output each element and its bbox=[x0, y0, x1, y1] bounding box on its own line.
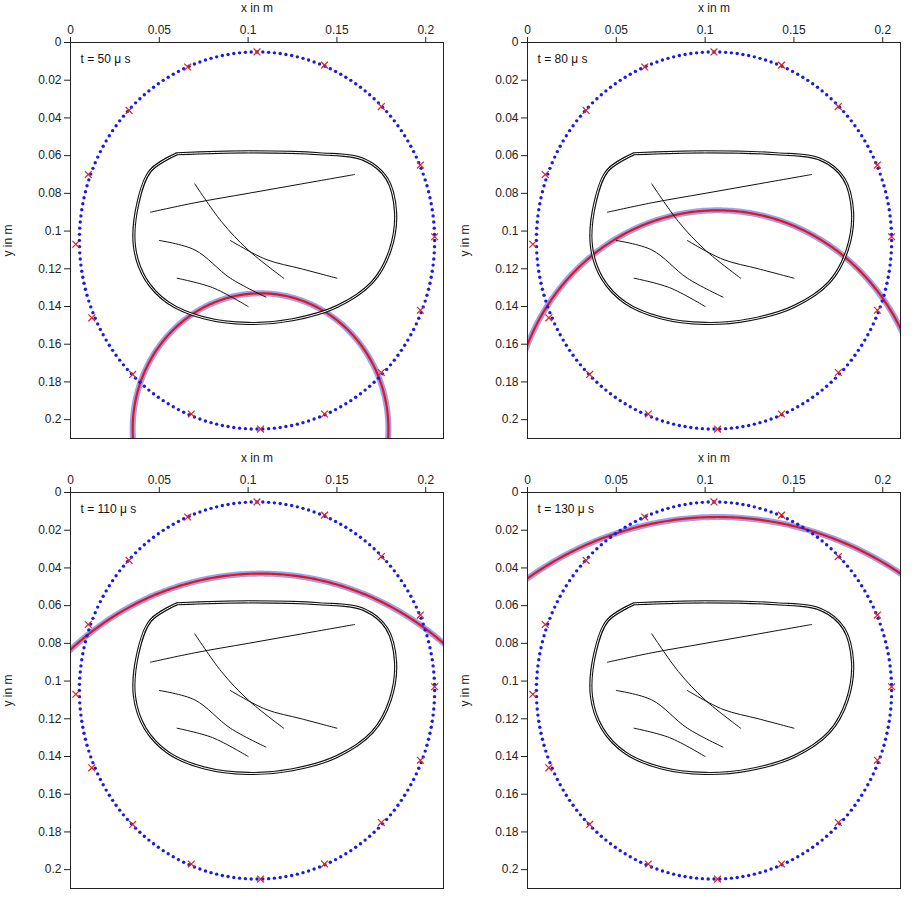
svg-text:y in m: y in m bbox=[1, 224, 15, 256]
svg-text:0.05: 0.05 bbox=[148, 473, 172, 487]
svg-text:0: 0 bbox=[524, 23, 531, 37]
svg-text:y in m: y in m bbox=[458, 674, 472, 706]
svg-text:0.05: 0.05 bbox=[605, 23, 629, 37]
svg-text:0.16: 0.16 bbox=[38, 787, 62, 801]
svg-text:0.16: 0.16 bbox=[38, 337, 62, 351]
svg-text:0.06: 0.06 bbox=[495, 148, 519, 162]
svg-text:0.08: 0.08 bbox=[495, 636, 519, 650]
svg-text:t = 50 μ s: t = 50 μ s bbox=[81, 52, 131, 66]
svg-text:t = 110 μ s: t = 110 μ s bbox=[81, 502, 137, 516]
svg-text:0.08: 0.08 bbox=[38, 186, 62, 200]
svg-text:0: 0 bbox=[67, 473, 74, 487]
svg-text:x in m: x in m bbox=[698, 1, 730, 15]
svg-text:0.2: 0.2 bbox=[502, 412, 519, 426]
svg-text:0: 0 bbox=[55, 35, 62, 49]
svg-text:0.04: 0.04 bbox=[38, 561, 62, 575]
svg-text:0.15: 0.15 bbox=[325, 473, 349, 487]
svg-text:0.15: 0.15 bbox=[782, 473, 806, 487]
svg-text:0.02: 0.02 bbox=[38, 73, 62, 87]
svg-text:0.04: 0.04 bbox=[38, 111, 62, 125]
svg-text:0: 0 bbox=[512, 35, 519, 49]
svg-text:y in m: y in m bbox=[458, 224, 472, 256]
svg-text:0.1: 0.1 bbox=[240, 23, 257, 37]
svg-text:x in m: x in m bbox=[241, 1, 273, 15]
svg-text:0.2: 0.2 bbox=[502, 862, 519, 876]
svg-text:0.12: 0.12 bbox=[495, 712, 519, 726]
svg-text:0.16: 0.16 bbox=[495, 337, 519, 351]
svg-text:0.15: 0.15 bbox=[325, 23, 349, 37]
svg-text:0.1: 0.1 bbox=[45, 224, 62, 238]
svg-text:0.14: 0.14 bbox=[38, 299, 62, 313]
svg-text:y in m: y in m bbox=[1, 674, 15, 706]
svg-text:0.12: 0.12 bbox=[495, 262, 519, 276]
svg-text:0.2: 0.2 bbox=[874, 473, 891, 487]
svg-text:0.05: 0.05 bbox=[148, 23, 172, 37]
svg-text:0: 0 bbox=[67, 23, 74, 37]
svg-text:0.2: 0.2 bbox=[874, 23, 891, 37]
svg-text:0.2: 0.2 bbox=[45, 862, 62, 876]
svg-text:0.1: 0.1 bbox=[502, 674, 519, 688]
svg-text:0.14: 0.14 bbox=[38, 749, 62, 763]
svg-text:0.12: 0.12 bbox=[38, 262, 62, 276]
svg-text:0: 0 bbox=[512, 485, 519, 499]
svg-text:0.1: 0.1 bbox=[45, 674, 62, 688]
svg-text:x in m: x in m bbox=[241, 451, 273, 465]
svg-text:0: 0 bbox=[55, 485, 62, 499]
svg-text:0.06: 0.06 bbox=[38, 598, 62, 612]
svg-text:0.1: 0.1 bbox=[502, 224, 519, 238]
svg-text:0.08: 0.08 bbox=[495, 186, 519, 200]
svg-text:0.2: 0.2 bbox=[417, 473, 434, 487]
svg-text:0.12: 0.12 bbox=[38, 712, 62, 726]
svg-text:0.05: 0.05 bbox=[605, 473, 629, 487]
svg-text:0.2: 0.2 bbox=[417, 23, 434, 37]
svg-text:0.18: 0.18 bbox=[38, 375, 62, 389]
svg-text:0.18: 0.18 bbox=[495, 825, 519, 839]
svg-text:0.06: 0.06 bbox=[495, 598, 519, 612]
svg-text:0.02: 0.02 bbox=[38, 523, 62, 537]
svg-text:0.15: 0.15 bbox=[782, 23, 806, 37]
svg-text:0: 0 bbox=[524, 473, 531, 487]
svg-text:0.02: 0.02 bbox=[495, 523, 519, 537]
svg-text:0.18: 0.18 bbox=[495, 375, 519, 389]
svg-text:0.18: 0.18 bbox=[38, 825, 62, 839]
svg-text:0.16: 0.16 bbox=[495, 787, 519, 801]
svg-text:0.14: 0.14 bbox=[495, 299, 519, 313]
svg-text:t = 80 μ s: t = 80 μ s bbox=[538, 52, 588, 66]
svg-text:0.04: 0.04 bbox=[495, 561, 519, 575]
svg-text:0.08: 0.08 bbox=[38, 636, 62, 650]
svg-text:x in m: x in m bbox=[698, 451, 730, 465]
svg-text:0.06: 0.06 bbox=[38, 148, 62, 162]
svg-text:0.1: 0.1 bbox=[697, 23, 714, 37]
svg-text:t = 130 μ s: t = 130 μ s bbox=[538, 502, 595, 516]
svg-text:0.1: 0.1 bbox=[240, 473, 257, 487]
svg-text:0.2: 0.2 bbox=[45, 412, 62, 426]
svg-text:0.02: 0.02 bbox=[495, 73, 519, 87]
svg-text:0.1: 0.1 bbox=[697, 473, 714, 487]
svg-text:0.14: 0.14 bbox=[495, 749, 519, 763]
svg-text:0.04: 0.04 bbox=[495, 111, 519, 125]
